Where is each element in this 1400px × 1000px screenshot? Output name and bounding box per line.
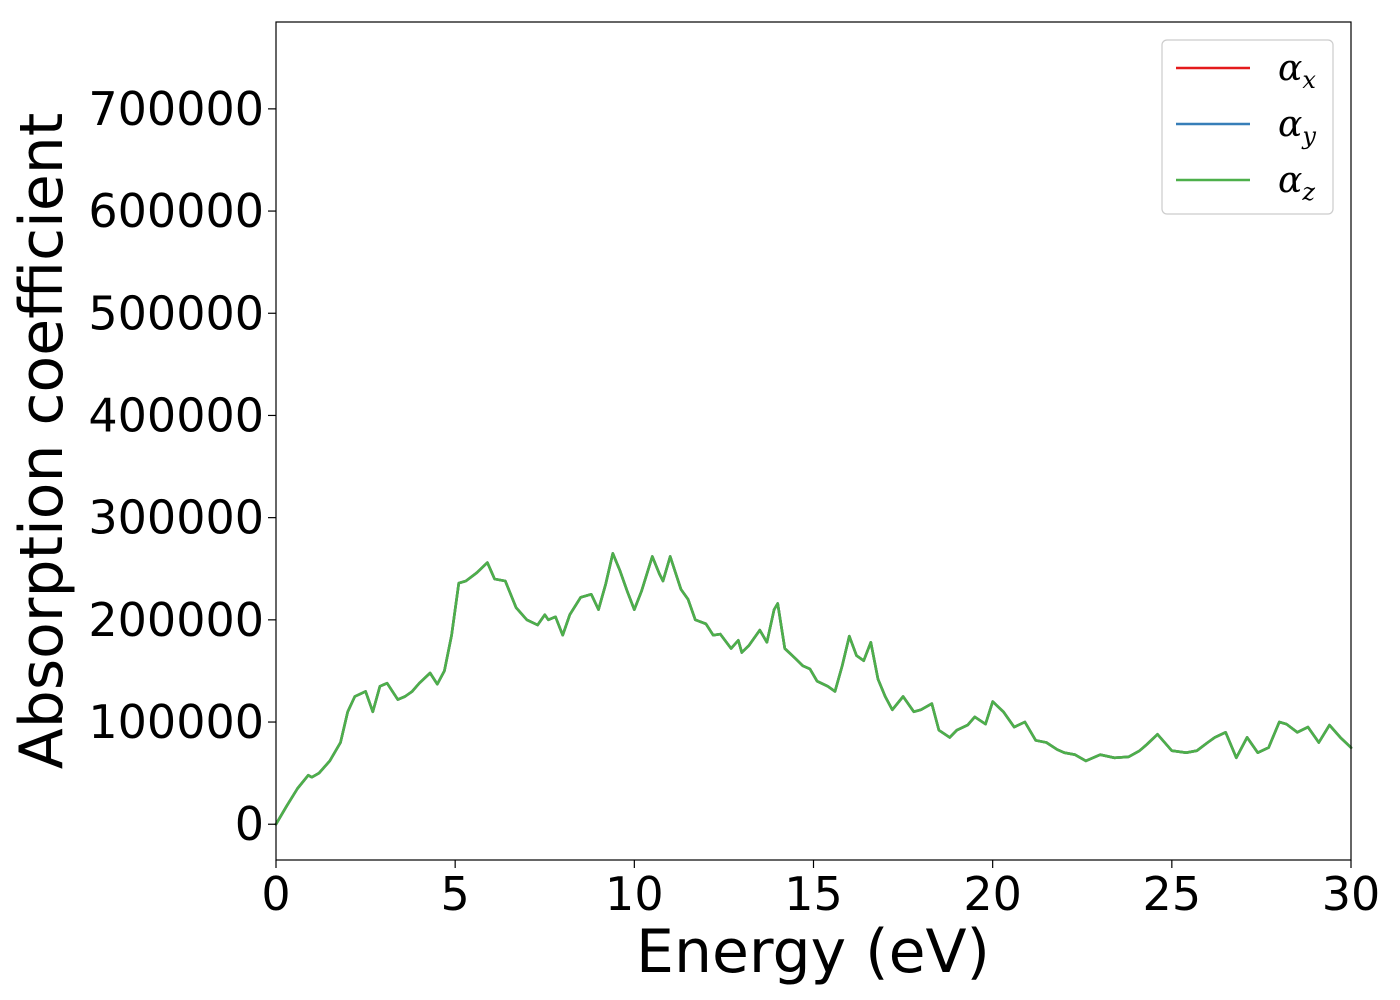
x-tick-label: 20 [963,867,1022,921]
legend-box [1161,39,1334,215]
x-tick-label: 10 [605,867,664,921]
x-axis: 0 5 10 15 20 25 30 [261,860,1380,921]
y-tick-label: 700000 [88,82,264,136]
y-tick-label: 300000 [88,491,264,545]
legend-label-subscript: z [1301,178,1315,206]
series-line-αz [274,552,1353,826]
x-tick-label: 25 [1143,867,1202,921]
y-tick-label: 500000 [88,286,264,340]
series-layer [274,552,1353,826]
y-tick-label: 100000 [88,695,264,749]
y-tick-label: 0 [235,797,264,851]
x-tick-label: 5 [441,867,470,921]
y-tick-label: 200000 [88,593,264,647]
x-tick-label: 15 [784,867,843,921]
y-tick-label: 600000 [88,184,264,238]
y-axis-title: Absorption coefficient [7,113,77,770]
y-tick-label: 400000 [88,388,264,442]
x-tick-label: 0 [261,867,290,921]
y-axis: 0 100000 200000 300000 400000 500000 600000 700… [88,82,276,851]
legend-label-subscript: y [1301,122,1316,150]
x-axis-title: Energy (eV) [636,917,990,987]
x-tick-label: 30 [1322,867,1381,921]
legend-label-subscript: x [1302,66,1316,94]
